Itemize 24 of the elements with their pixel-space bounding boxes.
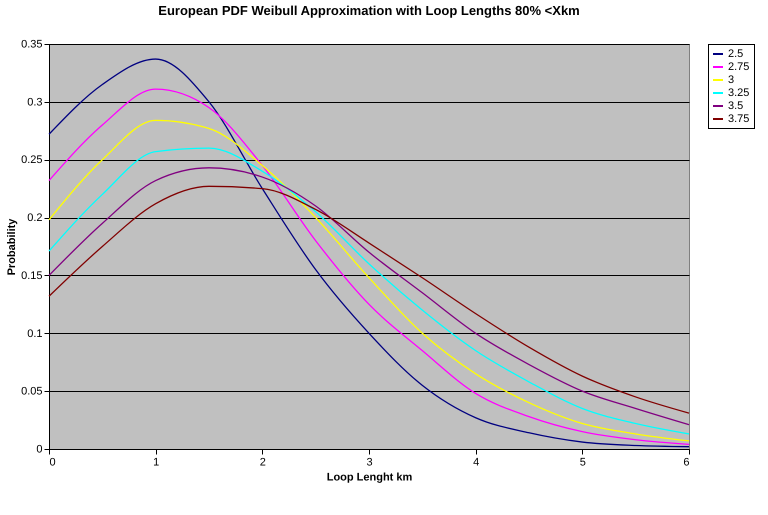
x-axis-title: Loop Lenght km [326, 472, 412, 484]
x-tick-label: 2 [260, 456, 266, 468]
x-tick-label: 0 [50, 456, 56, 468]
y-tick-label: 0.1 [27, 328, 42, 340]
y-tick-label: 0.15 [21, 270, 42, 282]
legend-label: 3.5 [728, 100, 744, 112]
legend-label: 2.75 [728, 61, 750, 73]
y-tick-label: 0.35 [21, 38, 42, 50]
y-axis-title: Probability [6, 218, 18, 276]
y-tick-label: 0.2 [27, 212, 42, 224]
y-tick-label: 0 [36, 444, 42, 456]
x-tick-label: 6 [683, 456, 690, 468]
y-tick-label: 0.3 [27, 96, 42, 108]
x-tick-label: 4 [473, 456, 480, 468]
legend-label: 2.5 [728, 48, 744, 60]
legend-label: 3.75 [728, 113, 750, 125]
y-tick-label: 0.05 [21, 386, 42, 398]
x-tick-label: 5 [580, 456, 586, 468]
x-tick-label: 3 [366, 456, 373, 468]
chart-title: European PDF Weibull Approximation with Loop Lengths 80% <Xkm [158, 3, 580, 18]
y-tick-label: 0.25 [21, 154, 42, 166]
legend-label: 3 [728, 74, 734, 86]
x-tick-label: 1 [153, 456, 160, 468]
legend-label: 3.25 [728, 87, 750, 99]
